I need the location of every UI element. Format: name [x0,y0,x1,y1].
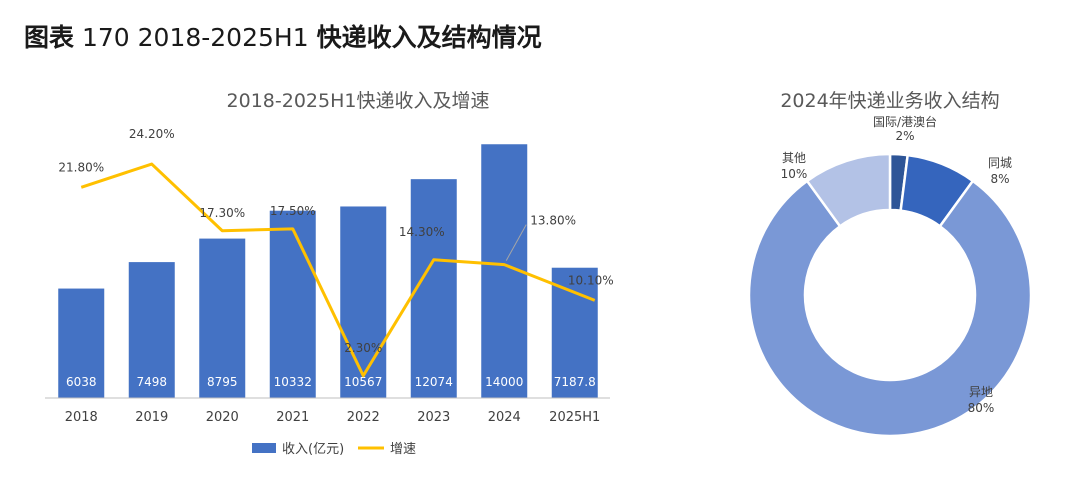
legend-label-revenue: 收入(亿元) [282,442,344,457]
legend: 收入(亿元) 增速 [252,442,416,457]
x-tick-label: 2020 [206,410,239,425]
growth-line [80,162,596,378]
revenue-bar [128,262,175,398]
slice-percent-label: 10% [781,167,808,181]
x-axis-ticks: 2018 2019 2020 2021 2022 2023 2024 2025H1 [65,410,601,425]
revenue-value-label: 12074 [415,375,453,389]
revenue-value-label: 10332 [274,375,312,389]
slice-percent-label: 80% [968,401,995,415]
growth-rate-label: 21.80% [58,160,104,174]
x-tick-label: 2021 [276,410,309,425]
legend-label-growth: 增速 [390,442,416,457]
donut-layer [747,152,1033,438]
revenue-bar [269,210,316,398]
growth-rate-label: 13.80% [530,214,576,228]
donut-slice [888,152,910,213]
donut-slice [899,153,975,228]
revenue-value-label: 6038 [66,375,97,389]
slice-percent-label: 8% [990,172,1009,186]
revenue-value-label: 10567 [344,375,382,389]
slice-percent-label: 2% [895,129,914,143]
revenue-value-label: 7498 [136,375,167,389]
growth-rate-label: 24.20% [129,127,175,141]
revenue-value-label: 8795 [207,375,238,389]
growth-rate-label: 17.50% [270,204,316,218]
x-tick-label: 2023 [417,410,450,425]
revenue-bar [410,179,457,398]
growth-rate-label: 14.30% [399,225,445,239]
x-tick-label: 2025H1 [549,410,600,425]
revenue-bar [551,267,598,398]
figure-title: 图表 170 2018-2025H1 快递收入及结构情况 [24,18,542,54]
pie-chart-title: 2024年快递业务收入结构 [780,90,999,112]
legend-swatch-revenue [252,443,276,453]
slice-name-label: 其他 [782,151,806,165]
growth-label-leader [505,224,527,261]
donut-slice [805,152,892,228]
growth-rate-label: 2.30% [344,341,382,355]
revenue-bar [340,206,387,398]
revenue-growth-chart: 2018-2025H1快递收入及增速 6038 7498 8795 10332 1056… [45,90,614,457]
figure-number: 170 2018-2025H1 [81,23,309,52]
growth-rate-label: 10.10% [568,273,614,287]
bars-layer: 6038 7498 8795 10332 10567 12074 14000 7187.8 [58,144,598,398]
bar-chart-title: 2018-2025H1快递收入及增速 [227,90,490,112]
revenue-bar [58,288,105,398]
x-tick-label: 2018 [65,410,98,425]
revenue-value-label: 7187.8 [554,375,596,389]
growth-rate-label: 17.30% [199,206,245,220]
slice-name-label: 国际/港澳台 [873,114,937,129]
slice-name-label: 异地 [969,385,993,399]
figure-title-text: 快递收入及结构情况 [316,23,542,52]
growth-line-layer: 21.80% 24.20% 17.30% 17.50% 2.30% 14.30% 13.80… [58,127,614,378]
x-tick-label: 2022 [347,410,380,425]
x-tick-label: 2019 [135,410,168,425]
revenue-bar [199,238,246,398]
figure-label: 图表 [24,23,75,52]
slice-name-label: 同城 [988,156,1012,170]
revenue-value-label: 14000 [485,375,523,389]
donut-slice [747,179,1033,438]
x-tick-label: 2024 [488,410,521,425]
